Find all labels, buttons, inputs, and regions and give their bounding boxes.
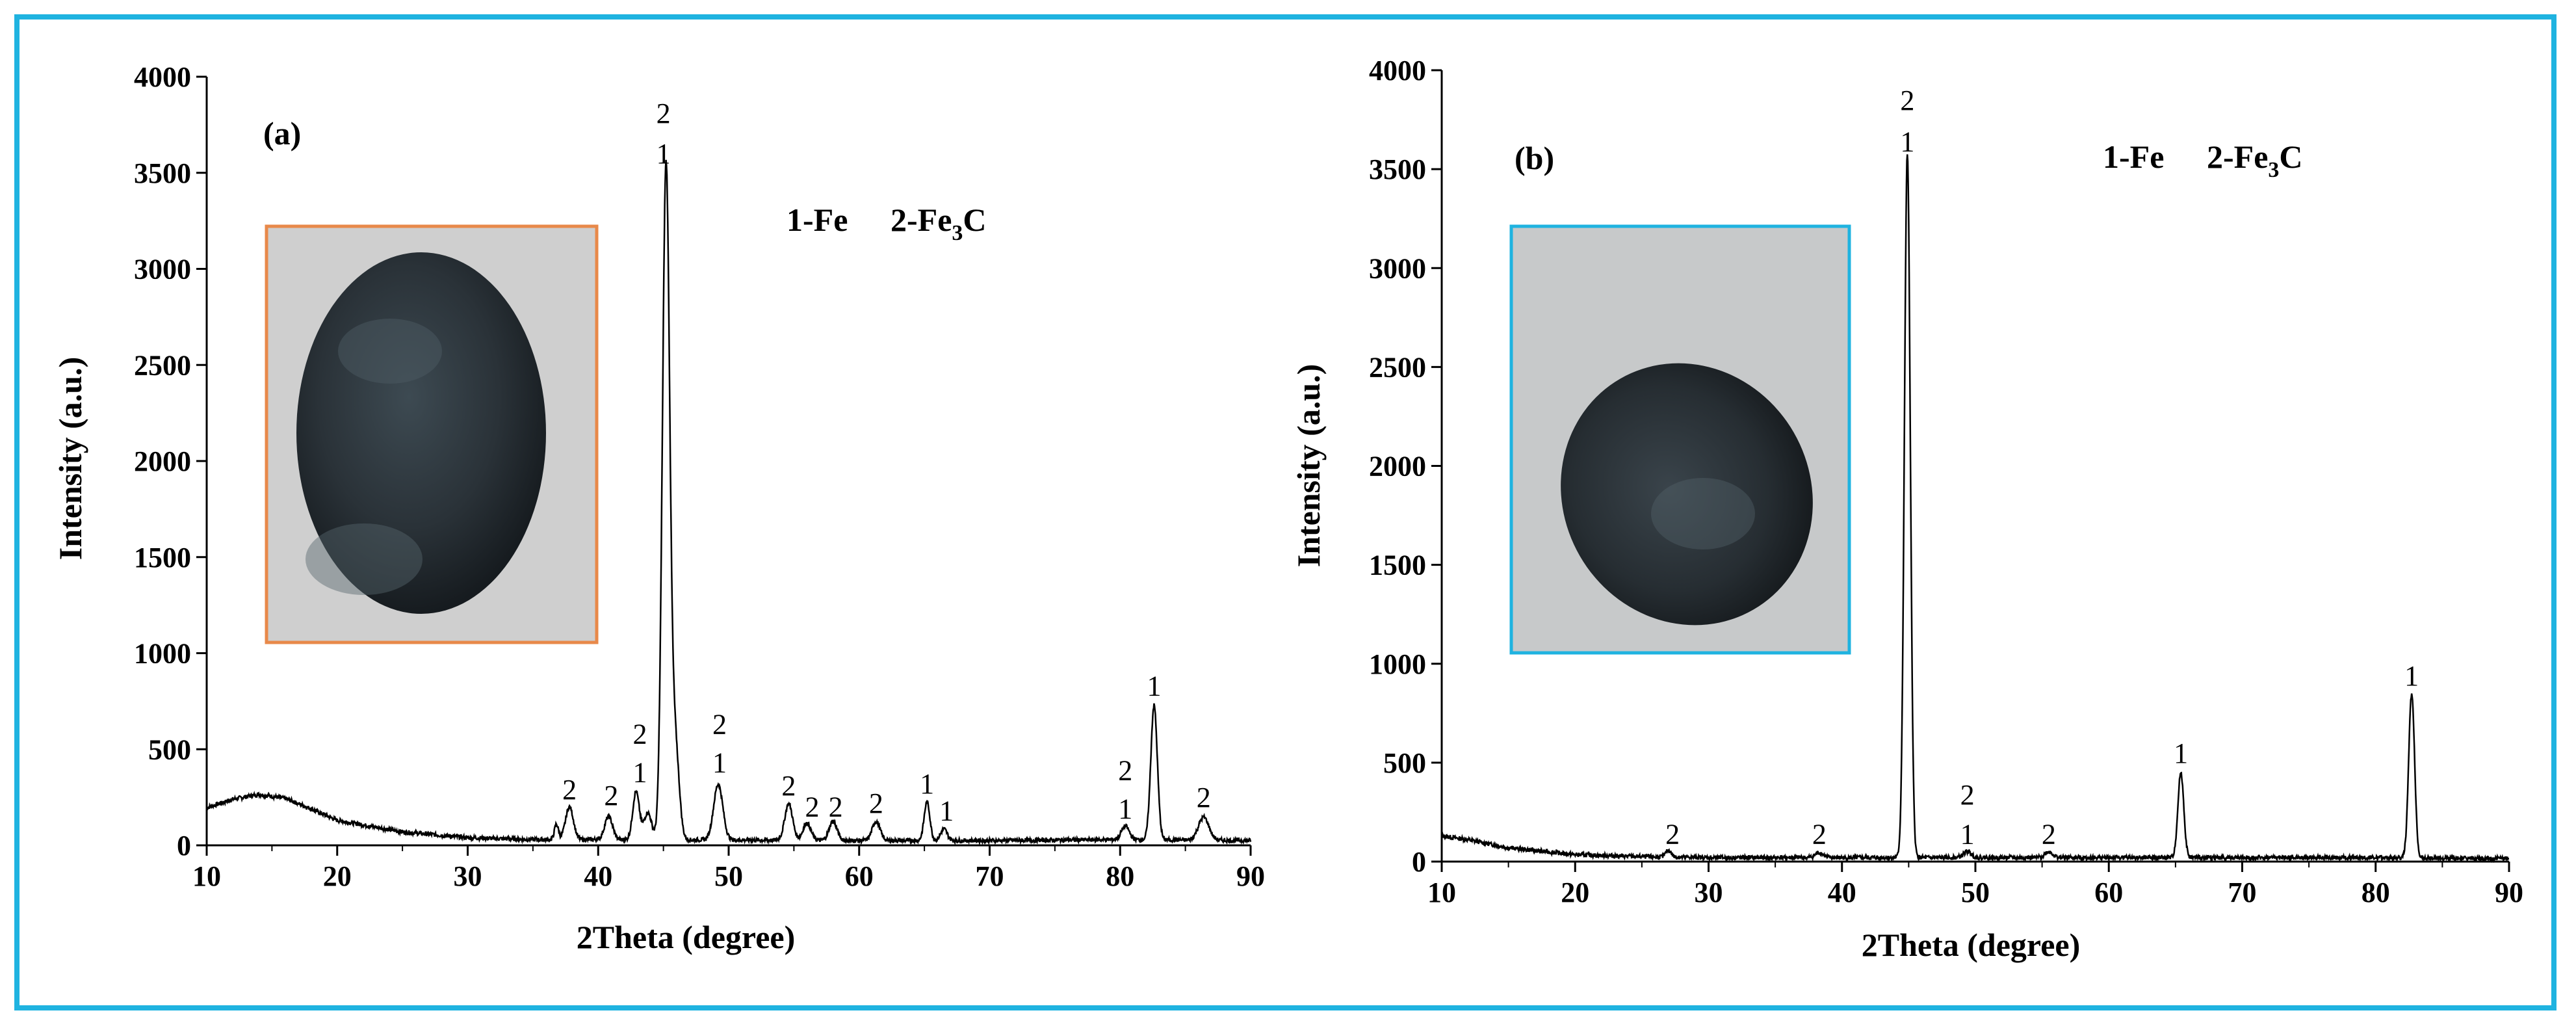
y-tick-label-a: 4000	[134, 61, 191, 93]
peak-label-a: 2	[781, 770, 796, 802]
x-tick-label-b: 50	[1961, 877, 1990, 908]
peak-label-a: 1	[657, 138, 671, 170]
x-tick-label-b: 90	[2495, 877, 2523, 908]
legend-fe-b: 1-Fe	[2103, 139, 2164, 175]
peak-label-a: 2	[632, 718, 647, 750]
plot-a-axes: 10 20 30 40 50 60 70 80 90 0 500 1000 1500 2000 2500 30…	[134, 61, 1265, 892]
peak-label-b: 2	[1665, 819, 1680, 851]
peak-label-a: 2	[562, 774, 577, 806]
y-axis-title-b: Intensity (a.u.)	[1290, 364, 1327, 568]
x-axis-title-a: 2Theta (degree)	[577, 919, 795, 955]
peak-label-b: 1	[2404, 660, 2419, 692]
y-tick-label-b: 3500	[1369, 153, 1426, 185]
legend-a: 1-Fe 2-Fe3C	[787, 202, 987, 245]
y-tick-label-a: 3000	[134, 254, 191, 285]
legend-fe3c-a: 2-Fe3C	[891, 202, 987, 245]
peak-label-b: 2	[1812, 819, 1827, 851]
peak-label-a: 2	[805, 791, 819, 823]
x-axis-title-b: 2Theta (degree)	[1862, 927, 2080, 963]
peak-label-a: 1	[1118, 793, 1132, 825]
peak-label-b: 2	[1900, 85, 1914, 116]
xrd-pattern-a	[206, 159, 1252, 846]
x-tick-label-b: 10	[1427, 877, 1456, 908]
peak-label-b: 1	[2174, 737, 2188, 769]
x-tick-label-b: 70	[2228, 877, 2257, 908]
peak-label-a: 1	[920, 768, 934, 800]
peak-label-a: 2	[657, 98, 671, 129]
x-tick-label-b: 30	[1695, 877, 1723, 908]
inset-photo-a-highlight	[306, 523, 423, 595]
peak-label-a: 1	[1147, 670, 1161, 702]
peak-label-b: 1	[1960, 819, 1975, 851]
y-tick-label-b: 1000	[1369, 648, 1426, 680]
peak-label-b: 1	[1900, 126, 1914, 158]
x-tick-label-b: 60	[2094, 877, 2123, 908]
legend-fe3c-b: 2-Fe3C	[2207, 139, 2303, 182]
inset-photo-a	[265, 224, 599, 644]
y-tick-label-b: 1500	[1369, 549, 1426, 581]
panel-label-a: (a)	[263, 115, 301, 152]
y-tick-label-b: 2500	[1369, 351, 1426, 383]
y-tick-label-a: 500	[148, 733, 191, 765]
inset-photo-b-stone	[1561, 363, 1813, 626]
x-tick-label-a: 90	[1236, 860, 1265, 892]
inset-photo-b	[1509, 224, 1851, 655]
peak-label-a: 2	[712, 709, 727, 741]
x-tick-label-a: 70	[976, 860, 1004, 892]
xrd-pattern-b	[1440, 154, 2510, 864]
peak-label-a: 2	[1118, 755, 1132, 787]
x-tick-label-a: 80	[1106, 860, 1134, 892]
x-tick-label-b: 40	[1828, 877, 1856, 908]
x-tick-label-a: 60	[845, 860, 874, 892]
y-tick-label-b: 500	[1383, 747, 1426, 779]
x-tick-label-a: 30	[454, 860, 482, 892]
y-tick-label-a: 2500	[134, 349, 191, 381]
y-axis-title-a: Intensity (a.u.)	[52, 357, 88, 561]
inset-photo-b-highlight	[1651, 478, 1755, 549]
figure-frame	[14, 14, 2556, 1010]
peak-label-a: 1	[632, 756, 647, 788]
peak-label-a: 1	[712, 747, 727, 779]
legend-fe-a: 1-Fe	[787, 202, 848, 238]
peak-label-a: 1	[939, 795, 954, 827]
y-tick-label-b: 0	[1412, 846, 1426, 878]
peak-label-a: 2	[869, 787, 883, 819]
x-tick-label-b: 20	[1561, 877, 1589, 908]
y-tick-label-b: 2000	[1369, 451, 1426, 482]
x-tick-label-a: 10	[192, 860, 221, 892]
peak-label-a: 2	[1197, 782, 1211, 813]
peak-label-a: 2	[604, 780, 618, 812]
y-tick-label-a: 1500	[134, 542, 191, 574]
x-tick-label-a: 20	[323, 860, 352, 892]
legend-b: 1-Fe 2-Fe3C	[2103, 139, 2303, 182]
panel-label-b: (b)	[1515, 140, 1554, 176]
y-tick-label-a: 1000	[134, 638, 191, 670]
x-tick-label-a: 40	[584, 860, 612, 892]
y-tick-label-b: 3000	[1369, 252, 1426, 284]
x-tick-label-b: 80	[2361, 877, 2390, 908]
y-tick-label-b: 4000	[1369, 55, 1426, 86]
y-tick-label-a: 2000	[134, 445, 191, 477]
inset-photo-a-highlight	[338, 319, 442, 384]
plot-b-axes: 10 20 30 40 50 60 70 80 90 0 500 1000 1500 2000 2500 30…	[1369, 55, 2523, 908]
panel-b: 10 20 30 40 50 60 70 80 90 0 500 1000 1500 2000 2500 30…	[1290, 55, 2523, 963]
x-tick-label-a: 50	[714, 860, 743, 892]
y-tick-label-a: 0	[177, 830, 191, 862]
peak-label-a: 2	[829, 791, 843, 823]
peak-label-b: 2	[2042, 819, 2056, 851]
panel-a: 10 20 30 40 50 60 70 80 90 0 500 1000 1500 2000 2500 30…	[52, 61, 1265, 955]
peak-label-b: 2	[1960, 779, 1975, 811]
y-tick-label-a: 3500	[134, 157, 191, 189]
